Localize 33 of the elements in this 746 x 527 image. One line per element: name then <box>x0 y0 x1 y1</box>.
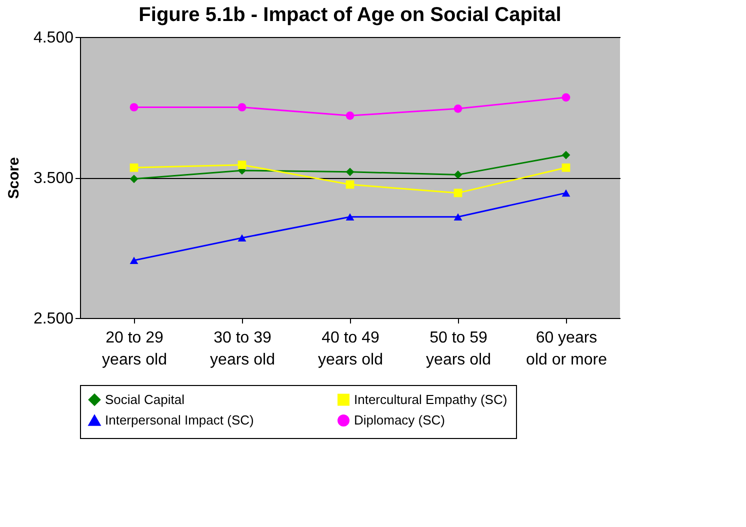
x-tick-label: 50 to 59 years old <box>426 330 491 368</box>
y-axis-title: Score <box>5 157 22 199</box>
point <box>346 213 354 220</box>
point <box>562 189 570 197</box>
point <box>562 163 570 172</box>
point <box>130 174 138 184</box>
y-tick-label: 3.500 <box>33 170 74 187</box>
x-tick-label: 30 to 39 years old <box>210 330 275 368</box>
y-tick-label: 2.500 <box>33 310 74 328</box>
legend-label: Social Capital <box>105 392 185 407</box>
point <box>454 170 462 179</box>
point <box>454 213 462 220</box>
point <box>454 104 462 113</box>
x-tick-label: 60 years old or more <box>526 330 608 368</box>
point <box>130 163 138 172</box>
x-tick-label: 40 to 49 years old <box>318 330 383 368</box>
point <box>238 103 246 112</box>
x-tick-label: 20 to 29 years old <box>102 330 167 368</box>
legend-label: Diplomacy (SC) <box>354 412 446 428</box>
point <box>346 168 354 176</box>
legend-label: Interpersonal Impact (SC) <box>105 412 254 428</box>
point <box>454 188 462 198</box>
y-tick-label: 4.500 <box>33 30 74 46</box>
point <box>130 103 138 112</box>
legend-label: Intercultural Empathy (SC) <box>354 392 508 407</box>
chart-title: Figure 5.1b - Impact of Age on Social Capital <box>138 4 562 26</box>
point <box>238 234 246 242</box>
point <box>562 93 570 102</box>
point <box>346 180 354 189</box>
point <box>238 160 246 170</box>
point <box>346 112 354 120</box>
point <box>562 150 570 160</box>
point <box>130 256 138 264</box>
